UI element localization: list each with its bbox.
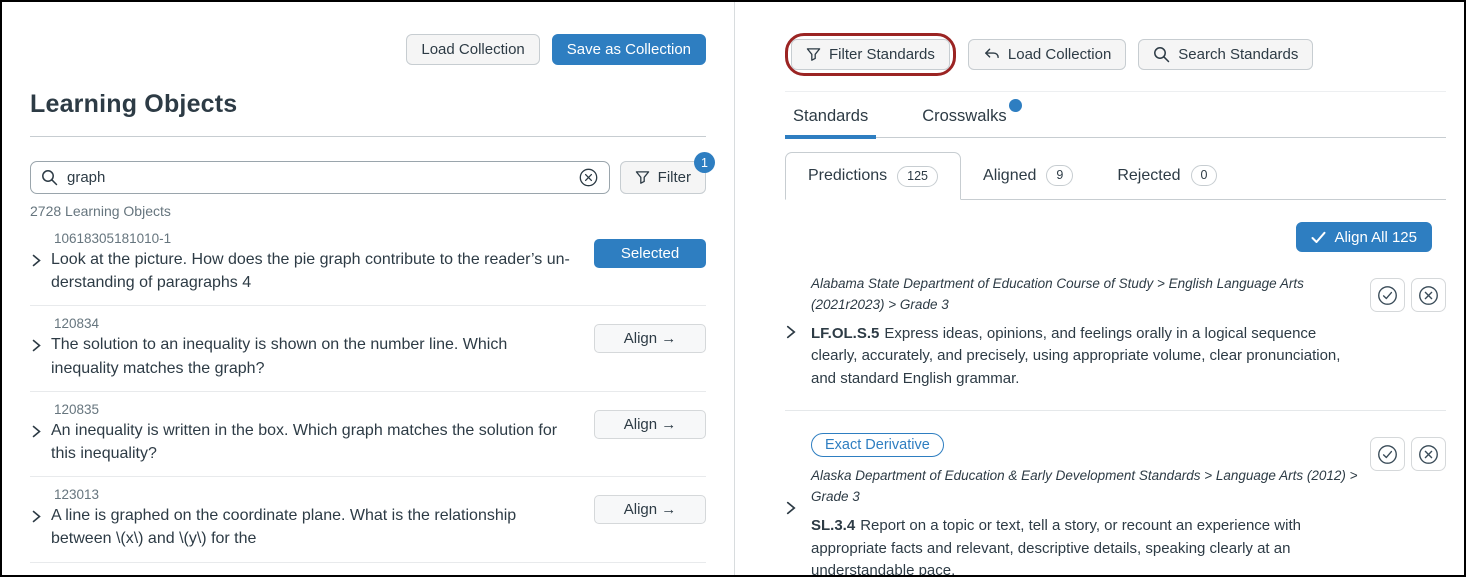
filter-standards-button[interactable]: Filter Standards: [791, 39, 950, 70]
align-button[interactable]: Align →: [594, 324, 706, 354]
align-button[interactable]: Align →: [594, 409, 706, 439]
standard-row: Alabama State Department of Education Co…: [785, 252, 1446, 412]
circle-check-icon: [1376, 284, 1399, 307]
standard-description: Express ideas, opinions, and feelings or…: [811, 324, 1341, 387]
standards-list: Alabama State Department of Education Co…: [785, 252, 1446, 575]
circle-x-icon: [1417, 284, 1440, 307]
list-item: 120835 An inequality is written in the b…: [30, 392, 706, 478]
subtab-aligned-label: Aligned: [983, 166, 1037, 184]
learning-object-title: An inequality is written in the box. Whi…: [51, 421, 558, 462]
funnel-icon: [635, 170, 650, 185]
funnel-icon: [806, 47, 821, 62]
search-value: graph: [67, 169, 106, 186]
standards-toolbar: Filter Standards Load Collection Search …: [785, 33, 1446, 76]
exact-derivative-badge: Exact Derivative: [811, 433, 944, 458]
tab-standards[interactable]: Standards: [785, 101, 877, 139]
divider: [30, 136, 706, 137]
chevron-right-icon[interactable]: [31, 254, 42, 294]
subtab-predictions[interactable]: Predictions 125: [785, 152, 962, 200]
learning-object-title: A line is graphed on the coordinate plan…: [51, 507, 517, 548]
reject-standard-button[interactable]: [1411, 278, 1446, 312]
divider: [785, 91, 1446, 92]
accept-standard-button[interactable]: [1370, 278, 1405, 312]
prediction-subtab-bar: Predictions 125 Aligned 9 Rejected 0: [785, 152, 1446, 200]
load-collection-label: Load Collection: [1007, 46, 1112, 63]
subtab-predictions-label: Predictions: [808, 167, 888, 184]
standard-description: Report on a topic or text, tell a story,…: [811, 517, 1301, 575]
chevron-right-icon[interactable]: [785, 501, 811, 515]
check-icon: [1311, 231, 1326, 244]
tab-crosswalks-label: Crosswalks: [922, 107, 1007, 125]
subtab-rejected[interactable]: Rejected 0: [1095, 152, 1239, 199]
search-input[interactable]: graph: [30, 161, 610, 194]
selected-button[interactable]: Selected: [594, 239, 706, 268]
circle-x-icon: [1417, 443, 1440, 466]
load-collection-button[interactable]: Load Collection: [406, 34, 540, 65]
search-row: graph Filter 1: [30, 152, 715, 194]
chevron-right-icon[interactable]: [31, 339, 42, 379]
standard-breadcrumb: Alabama State Department of Education Co…: [811, 276, 1304, 312]
learning-object-id: 10618305181010-1: [54, 231, 172, 246]
notification-dot: [1008, 99, 1022, 112]
aligned-count-badge: 9: [1046, 165, 1074, 186]
chevron-right-icon[interactable]: [785, 325, 811, 339]
tab-crosswalks[interactable]: Crosswalks: [914, 99, 1022, 137]
search-standards-button[interactable]: Search Standards: [1138, 39, 1314, 70]
accept-standard-button[interactable]: [1370, 437, 1405, 472]
list-item: 120834 The solution to an inequality is …: [30, 306, 706, 392]
align-all-button[interactable]: Align All 125: [1296, 222, 1432, 252]
align-button[interactable]: Align →: [594, 495, 706, 525]
learning-object-title: The solution to an inequality is shown o…: [51, 336, 508, 377]
undo-arrow-icon: [983, 46, 1000, 63]
standard-code: SL.3.4: [811, 517, 856, 535]
align-all-label: Align All 125: [1334, 228, 1417, 246]
list-item: 10618305181010-1 Look at the picture. Ho…: [30, 221, 706, 307]
reject-standard-button[interactable]: [1411, 437, 1446, 472]
standards-panel: Filter Standards Load Collection Search …: [735, 2, 1464, 575]
learning-objects-list: 10618305181010-1 Look at the picture. Ho…: [30, 221, 706, 563]
subtab-rejected-label: Rejected: [1117, 166, 1181, 184]
predictions-count-badge: 125: [897, 165, 939, 187]
chevron-right-icon[interactable]: [31, 510, 42, 550]
standard-code: LF.OL.S.5: [811, 324, 880, 342]
search-icon: [41, 169, 58, 186]
clear-search-icon[interactable]: [578, 167, 599, 188]
standard-actions: [1370, 437, 1446, 472]
page-title: Learning Objects: [30, 90, 238, 118]
standard-actions: [1370, 278, 1446, 312]
learning-object-id: 120835: [54, 401, 100, 417]
red-highlight-annotation: Filter Standards: [785, 33, 956, 76]
list-item: 123013 A line is graphed on the coordina…: [30, 477, 706, 563]
filter-button[interactable]: Filter 1: [619, 152, 715, 194]
chevron-right-icon[interactable]: [31, 425, 42, 465]
learning-objects-toolbar: Load Collection Save as Collection: [30, 34, 706, 65]
learning-object-id: 123013: [54, 487, 100, 503]
standards-tab-bar: Standards Crosswalks: [785, 92, 1446, 139]
align-all-row: Align All 125: [785, 222, 1432, 252]
rejected-count-badge: 0: [1190, 165, 1218, 186]
save-as-collection-button[interactable]: Save as Collection: [551, 34, 706, 65]
filter-button-label: Filter: [657, 169, 691, 186]
search-icon: [1153, 46, 1170, 63]
learning-object-id: 120834: [54, 316, 100, 332]
filter-standards-label: Filter Standards: [829, 46, 935, 63]
filter-count-badge: 1: [694, 152, 715, 173]
learning-objects-panel: Load Collection Save as Collection Learn…: [2, 2, 734, 575]
circle-check-icon: [1376, 443, 1399, 466]
standard-row: Exact Derivative Alaska Department of Ed…: [785, 411, 1446, 575]
search-standards-label: Search Standards: [1178, 46, 1299, 63]
results-count: 2728 Learning Objects: [30, 203, 171, 219]
load-collection-button[interactable]: Load Collection: [967, 39, 1127, 70]
panel-divider: [734, 2, 735, 575]
standard-breadcrumb: Alaska Department of Education & Early D…: [811, 468, 1358, 505]
subtab-aligned[interactable]: Aligned 9: [961, 152, 1095, 199]
learning-object-title: Look at the picture. How does the pie gr…: [51, 251, 570, 292]
